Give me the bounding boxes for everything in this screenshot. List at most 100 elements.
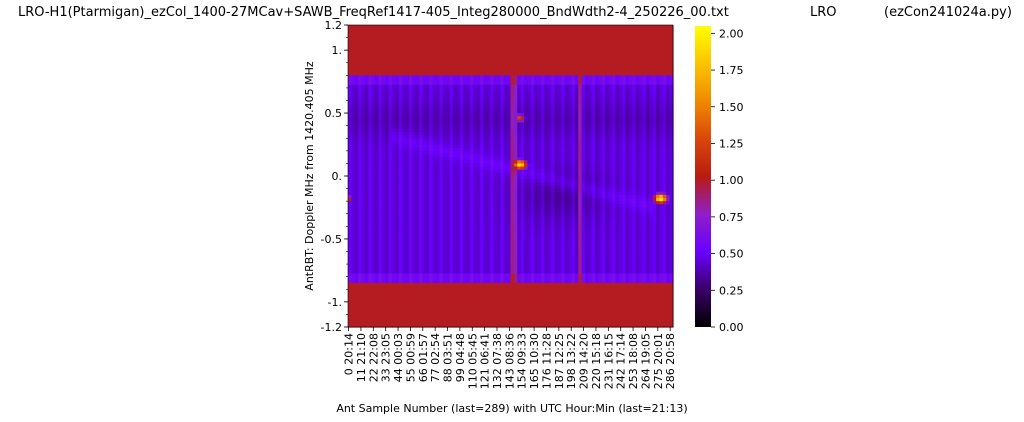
heatmap-cell (645, 131, 650, 136)
heatmap-cell (551, 87, 556, 92)
heatmap-cell (469, 87, 474, 92)
heatmap-cell (666, 147, 671, 152)
heatmap-cell (649, 103, 654, 108)
heatmap-cell (348, 37, 352, 42)
heatmap-cell (527, 125, 532, 130)
heatmap-cell (432, 106, 437, 111)
heatmap-cell (419, 50, 424, 54)
heatmap-cell (381, 182, 386, 187)
heatmap-cell (551, 84, 556, 89)
heatmap-cell (398, 50, 403, 54)
heatmap-cell (513, 72, 518, 76)
heatmap-cell (392, 69, 396, 73)
heatmap-cell (601, 65, 606, 70)
heatmap-cell (463, 138, 468, 142)
heatmap-cell (659, 78, 664, 83)
heatmap-cell (439, 50, 444, 54)
heatmap-cell (568, 135, 573, 139)
heatmap-cell (490, 176, 495, 180)
heatmap-cell (392, 144, 396, 149)
heatmap-cell (645, 100, 650, 105)
heatmap-cell (540, 40, 545, 45)
heatmap-cell (486, 87, 491, 92)
heatmap-cell (635, 47, 640, 51)
heatmap-cell (534, 25, 539, 29)
heatmap-cell (513, 144, 518, 149)
heatmap-cell (642, 116, 647, 120)
heatmap-cell (554, 34, 559, 39)
heatmap-cell (520, 185, 525, 190)
heatmap-cell (561, 125, 566, 130)
heatmap-cell (662, 65, 667, 70)
heatmap-cell (551, 43, 556, 48)
heatmap-cell (561, 144, 566, 149)
heatmap-cell (578, 147, 583, 152)
heatmap-cell (395, 72, 400, 76)
heatmap-cell (584, 179, 589, 183)
heatmap-cell (652, 78, 657, 83)
heatmap-cell (524, 53, 529, 58)
heatmap-cell (520, 65, 525, 70)
heatmap-cell (398, 116, 403, 120)
heatmap-cell (595, 69, 600, 73)
heatmap-cell (439, 84, 444, 89)
heatmap-cell (530, 100, 535, 105)
heatmap-cell (476, 106, 481, 111)
heatmap-cell (534, 172, 539, 177)
heatmap-cell (375, 72, 380, 76)
heatmap-cell (622, 182, 627, 187)
heatmap-cell (632, 185, 637, 190)
heatmap-cell (456, 141, 461, 146)
heatmap-cell (524, 103, 529, 108)
heatmap-cell (449, 135, 454, 139)
heatmap-cell (666, 94, 671, 98)
heatmap-cell (473, 182, 478, 187)
heatmap-cell (408, 179, 413, 183)
heatmap-cell (534, 87, 539, 92)
heatmap-cell (605, 109, 610, 114)
heatmap-cell (452, 135, 457, 139)
heatmap-cell (547, 160, 552, 165)
heatmap-cell (551, 179, 556, 183)
heatmap-cell (452, 172, 457, 177)
heatmap-cell (639, 100, 644, 105)
heatmap-cell (419, 179, 424, 183)
heatmap-cell (578, 40, 583, 45)
heatmap-cell (371, 37, 376, 42)
heatmap-cell (564, 94, 569, 98)
heatmap-cell (490, 50, 495, 54)
heatmap-cell (354, 75, 359, 80)
heatmap-cell (412, 179, 417, 183)
heatmap-cell (554, 128, 559, 133)
heatmap-cell (662, 172, 667, 177)
heatmap-cell (598, 182, 603, 187)
heatmap-cell (578, 179, 583, 183)
heatmap-cell (425, 47, 430, 51)
heatmap-cell (561, 31, 566, 36)
heatmap-cell (639, 59, 644, 64)
heatmap-cell (530, 56, 535, 61)
heatmap-cell (524, 109, 529, 114)
heatmap-cell (473, 119, 478, 124)
heatmap-cell (649, 75, 654, 80)
heatmap-cell (480, 185, 485, 190)
heatmap-cell (358, 81, 363, 86)
heatmap-cell (571, 100, 576, 105)
heatmap-cell (354, 94, 359, 98)
heatmap-cell (503, 25, 508, 29)
heatmap-cell (361, 100, 366, 105)
heatmap-cell (652, 119, 657, 124)
heatmap-cell (480, 28, 485, 32)
heatmap-cell (378, 141, 383, 146)
heatmap-cell (571, 128, 576, 133)
heatmap-cell (598, 128, 603, 133)
heatmap-cell (574, 103, 579, 108)
heatmap-cell (439, 69, 444, 73)
heatmap-cell (358, 100, 363, 105)
heatmap-cell (564, 56, 569, 61)
heatmap-cell (642, 50, 647, 54)
heatmap-cell (615, 53, 620, 58)
heatmap-cell (493, 47, 498, 51)
heatmap-cell (466, 53, 471, 58)
heatmap-cell (618, 94, 623, 98)
